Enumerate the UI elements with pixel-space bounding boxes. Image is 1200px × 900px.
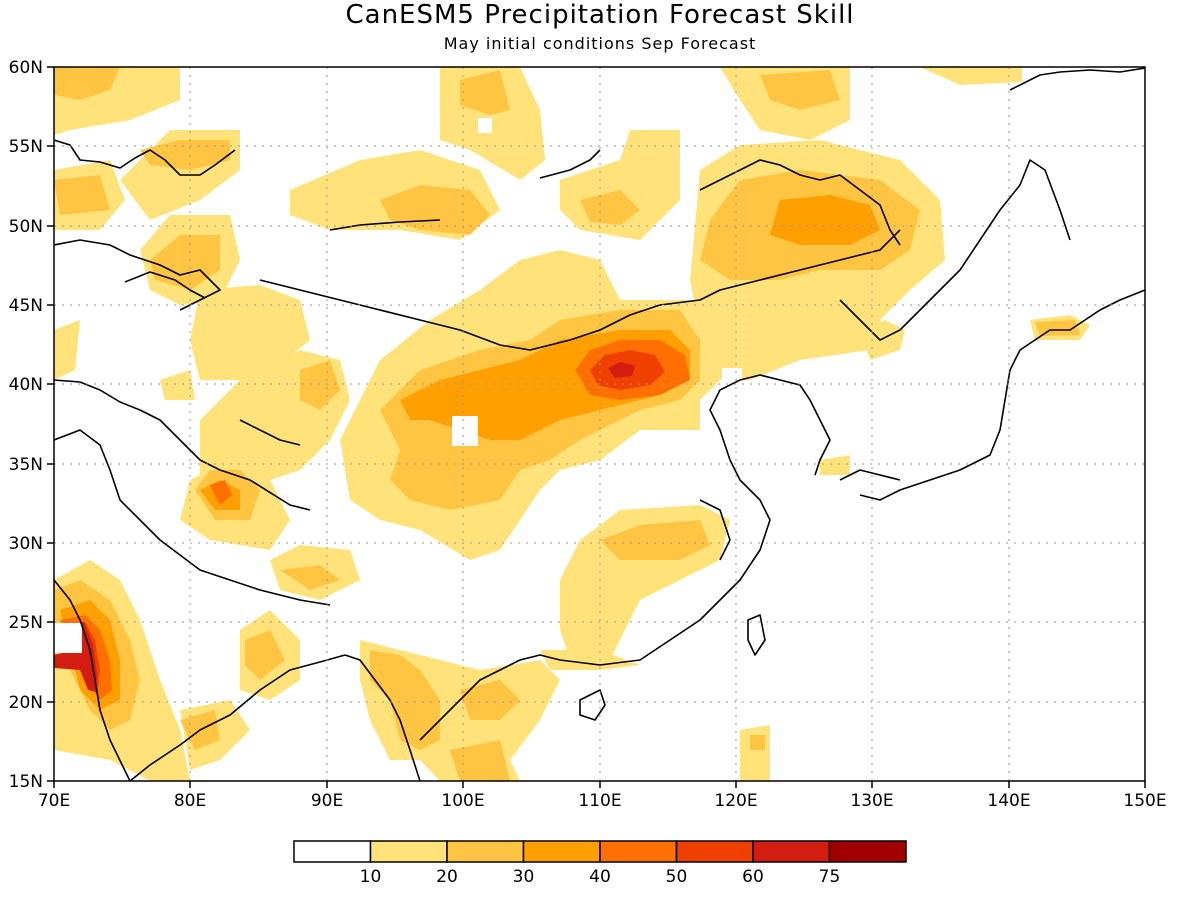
lon-tick-label: 80E — [174, 791, 206, 811]
colorbar-swatch — [828, 840, 907, 863]
lat-tick-label: 50N — [9, 217, 43, 237]
lon-tick-label: 140E — [987, 791, 1030, 811]
colorbar-label: 75 — [819, 867, 841, 887]
colorbar-label: 30 — [513, 867, 535, 887]
gridlines — [54, 67, 1145, 781]
lat-tick-label: 45N — [9, 296, 43, 316]
colorbar-swatch — [675, 840, 754, 863]
colorbar-swatch — [369, 840, 448, 863]
page-subtitle: May initial conditions Sep Forecast — [443, 34, 757, 53]
colorbar-label: 60 — [742, 867, 764, 887]
lat-tick-label: 55N — [9, 137, 43, 157]
lon-tick-label: 120E — [714, 791, 757, 811]
lat-tick-labels: 15N 20N 25N 30N 35N 40N 45N 50N 55N 60N — [9, 58, 43, 792]
colorbar-swatch — [752, 840, 831, 863]
lat-tick-label: 60N — [9, 58, 43, 78]
lat-tick-label: 20N — [9, 693, 43, 713]
lon-tick-label: 100E — [441, 791, 484, 811]
lon-tick-label: 70E — [38, 791, 70, 811]
lon-tick-label: 90E — [311, 791, 343, 811]
lat-tick-label: 30N — [9, 534, 43, 554]
skill-shading — [54, 67, 1090, 781]
coastlines — [54, 67, 1145, 781]
lat-tick-label: 15N — [9, 772, 43, 792]
axis-ticks — [47, 66, 1146, 788]
colorbar-swatch — [446, 840, 525, 863]
lon-tick-labels: 70E 80E 90E 100E 110E 120E 130E 140E 150… — [38, 791, 1167, 811]
lat-tick-label: 40N — [9, 375, 43, 395]
page-title: CanESM5 Precipitation Forecast Skill — [345, 0, 855, 30]
colorbar-label: 50 — [666, 867, 688, 887]
lat-tick-label: 25N — [9, 613, 43, 633]
colorbar-swatch — [293, 840, 372, 863]
lon-tick-label: 150E — [1123, 791, 1166, 811]
colorbar-swatch — [522, 840, 601, 863]
colorbar-label: 10 — [360, 867, 382, 887]
lon-tick-label: 130E — [850, 791, 893, 811]
colorbar-label: 40 — [589, 867, 611, 887]
lon-tick-label: 110E — [578, 791, 621, 811]
lat-tick-label: 35N — [9, 455, 43, 475]
colorbar-swatch — [599, 840, 678, 863]
colorbar-label: 20 — [436, 867, 458, 887]
colorbar: 10 20 30 40 50 60 75 — [293, 840, 907, 887]
